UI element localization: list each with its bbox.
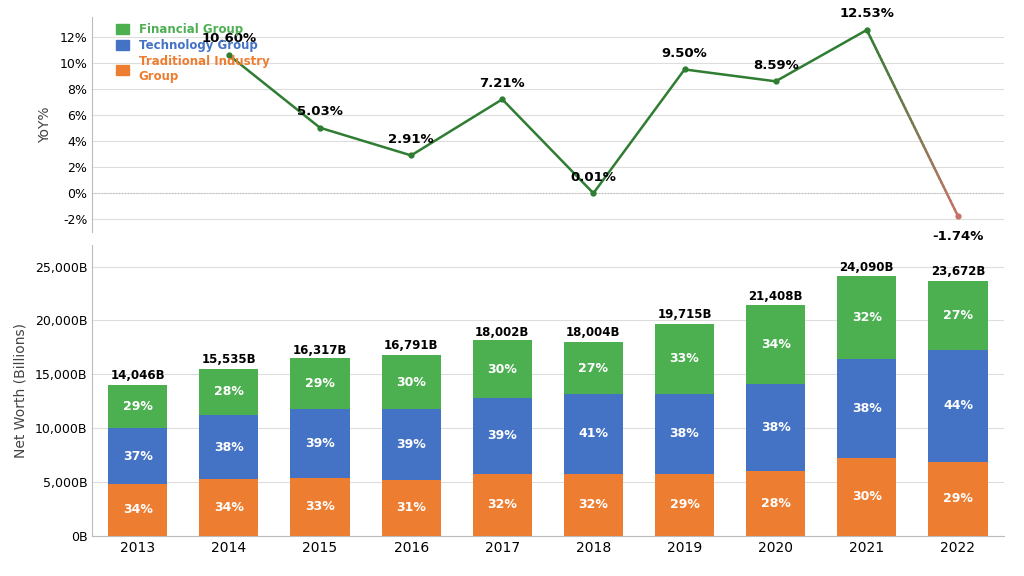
Bar xyxy=(838,359,896,458)
Text: 41%: 41% xyxy=(579,427,608,441)
Text: 32%: 32% xyxy=(852,312,882,324)
Text: 27%: 27% xyxy=(579,362,608,374)
Text: 7.21%: 7.21% xyxy=(479,77,525,90)
Text: 10.60%: 10.60% xyxy=(202,32,256,46)
Text: 38%: 38% xyxy=(852,402,882,415)
Text: 39%: 39% xyxy=(487,430,517,442)
Bar xyxy=(291,358,349,410)
Bar xyxy=(382,409,440,480)
Text: 30%: 30% xyxy=(396,376,426,389)
Bar xyxy=(473,398,531,473)
Text: 34%: 34% xyxy=(761,338,791,351)
Text: 38%: 38% xyxy=(670,427,699,440)
Text: 16,317B: 16,317B xyxy=(293,344,347,357)
Bar xyxy=(746,384,805,471)
Bar xyxy=(200,369,258,415)
Text: 8.59%: 8.59% xyxy=(753,59,799,71)
Text: 33%: 33% xyxy=(670,352,699,365)
Text: 12.53%: 12.53% xyxy=(840,7,894,20)
Bar xyxy=(838,458,896,536)
Bar xyxy=(291,410,349,478)
Bar xyxy=(655,474,714,536)
Bar xyxy=(564,473,623,536)
Text: 2.91%: 2.91% xyxy=(388,132,434,146)
Bar xyxy=(929,462,987,536)
Text: 34%: 34% xyxy=(123,503,153,517)
Text: 33%: 33% xyxy=(305,500,335,513)
Text: 14,046B: 14,046B xyxy=(111,369,165,382)
Legend: Financial Group, Technology Group, Traditional Industry
Group: Financial Group, Technology Group, Tradi… xyxy=(117,23,269,83)
Bar xyxy=(109,429,167,484)
Bar xyxy=(109,385,167,429)
Text: 27%: 27% xyxy=(943,309,973,322)
Text: 0.01%: 0.01% xyxy=(570,170,616,184)
Text: 32%: 32% xyxy=(487,498,517,511)
Text: 24,090B: 24,090B xyxy=(840,261,894,274)
Bar xyxy=(929,350,987,462)
Bar xyxy=(109,484,167,536)
Text: 30%: 30% xyxy=(487,362,517,376)
Bar xyxy=(382,480,440,536)
Text: 39%: 39% xyxy=(305,437,335,450)
Text: 28%: 28% xyxy=(761,497,791,510)
Bar xyxy=(473,340,531,398)
Bar xyxy=(929,281,987,350)
Text: 29%: 29% xyxy=(123,400,153,413)
Text: 44%: 44% xyxy=(943,399,973,412)
Bar xyxy=(655,393,714,474)
Bar xyxy=(746,471,805,536)
Text: 29%: 29% xyxy=(305,377,335,391)
Text: 29%: 29% xyxy=(670,498,699,511)
Text: 39%: 39% xyxy=(396,438,426,451)
Text: 16,791B: 16,791B xyxy=(384,339,438,353)
Text: 9.50%: 9.50% xyxy=(662,47,708,60)
Bar xyxy=(200,479,258,536)
Text: 18,002B: 18,002B xyxy=(475,326,529,339)
Bar xyxy=(564,394,623,473)
Text: 15,535B: 15,535B xyxy=(202,353,256,366)
Text: 28%: 28% xyxy=(214,385,244,399)
Text: 21,408B: 21,408B xyxy=(749,290,803,302)
Text: 29%: 29% xyxy=(943,492,973,505)
Text: 32%: 32% xyxy=(579,498,608,511)
Bar xyxy=(655,324,714,393)
Y-axis label: Net Worth (Billions): Net Worth (Billions) xyxy=(14,323,28,458)
Bar xyxy=(564,342,623,394)
Bar xyxy=(473,473,531,536)
Text: 30%: 30% xyxy=(852,490,882,503)
Text: 23,672B: 23,672B xyxy=(931,266,985,278)
Bar xyxy=(291,478,349,536)
Text: 31%: 31% xyxy=(396,501,426,514)
Text: -1.74%: -1.74% xyxy=(932,230,984,243)
Bar xyxy=(838,276,896,359)
Text: 5.03%: 5.03% xyxy=(297,105,343,118)
Text: 34%: 34% xyxy=(214,501,244,514)
Text: 19,715B: 19,715B xyxy=(657,308,712,321)
Text: 38%: 38% xyxy=(214,441,244,453)
Bar xyxy=(746,305,805,384)
Bar xyxy=(382,355,440,409)
Y-axis label: YoY%: YoY% xyxy=(39,107,52,143)
Bar xyxy=(200,415,258,479)
Text: 37%: 37% xyxy=(123,450,153,463)
Text: 18,004B: 18,004B xyxy=(566,326,621,339)
Text: 38%: 38% xyxy=(761,421,791,434)
